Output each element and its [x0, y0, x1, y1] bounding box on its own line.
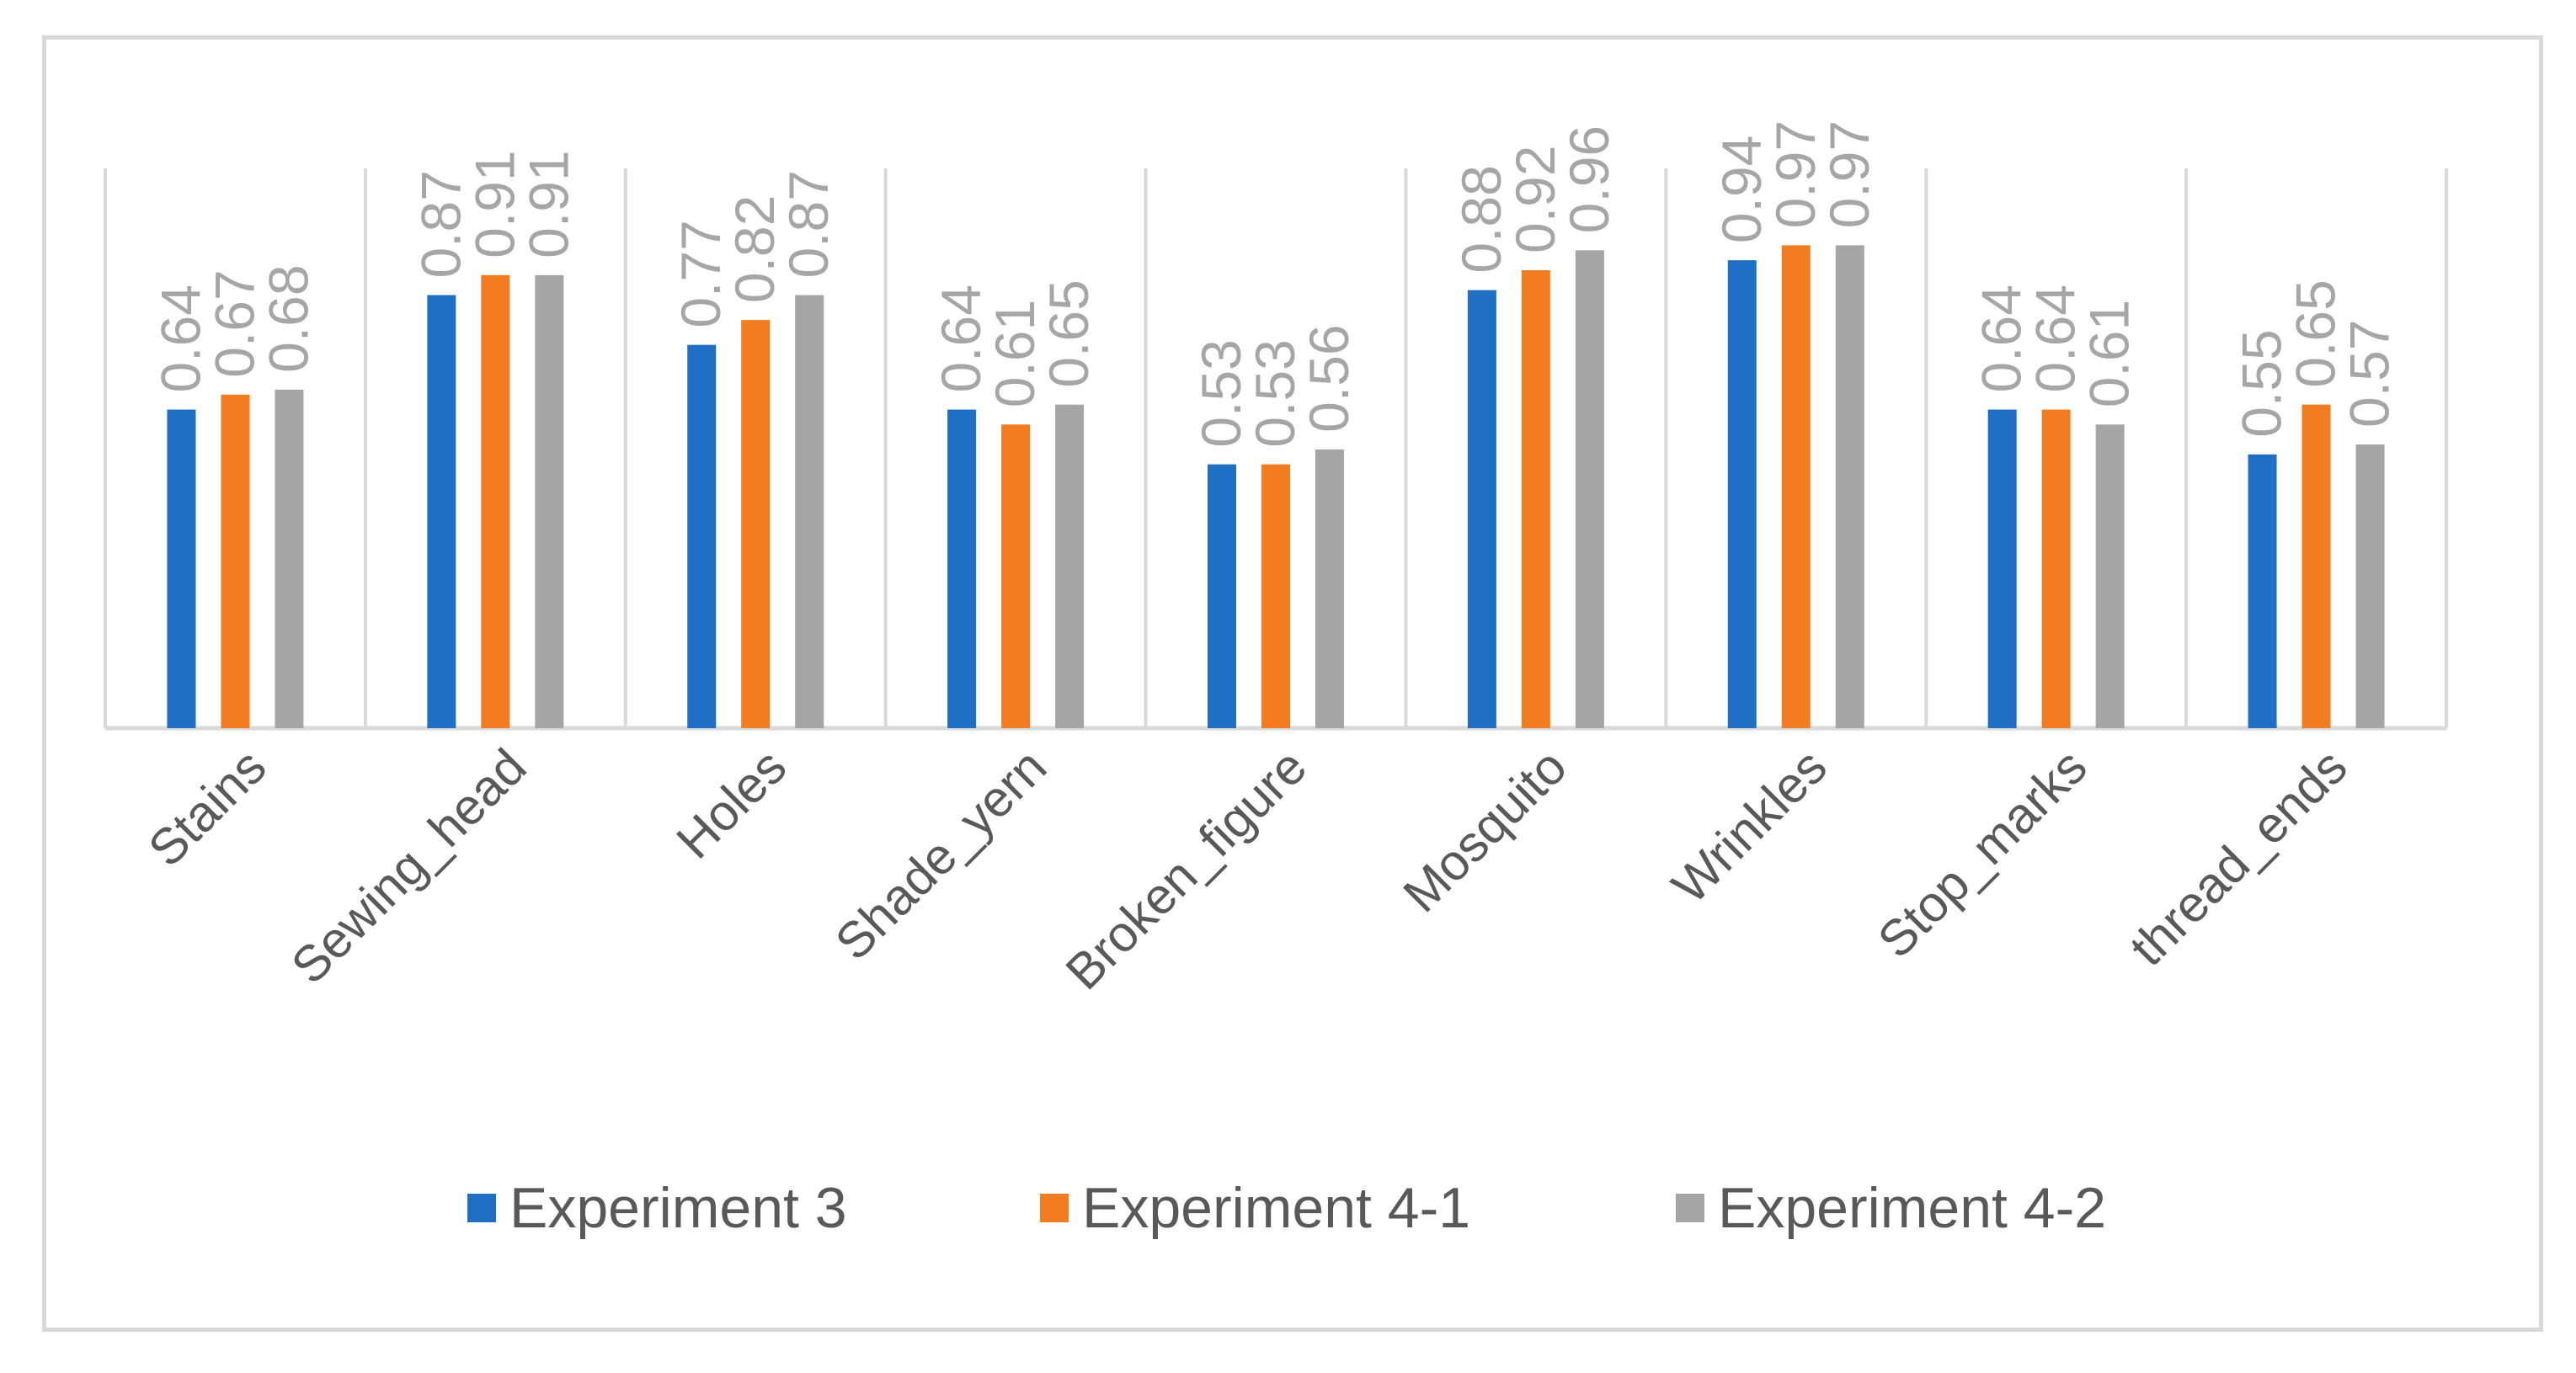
category-label: Shade_yern [824, 738, 1057, 971]
bar-Stains-Experiment-3 [167, 409, 196, 728]
bar-Broken_figure-Experiment-4-1 [1261, 464, 1290, 728]
bar-Holes-Experiment-4-2 [795, 295, 824, 729]
bar-Sewing_head-Experiment-3 [427, 295, 456, 729]
data-label: 0.77 [669, 220, 732, 327]
bar-Holes-Experiment-3 [687, 344, 717, 728]
data-label: 0.91 [517, 150, 579, 258]
legend-label: Experiment 4-1 [1082, 1176, 1470, 1240]
data-label: 0.67 [203, 269, 265, 377]
bar-Wrinkles-Experiment-3 [1727, 260, 1757, 728]
data-label: 0.61 [984, 300, 1046, 407]
data-label: 0.53 [1190, 339, 1252, 447]
data-label: 0.68 [257, 264, 319, 372]
data-label: 0.92 [1504, 145, 1566, 253]
data-label: 0.53 [1244, 339, 1306, 447]
category-label: Stains [137, 738, 276, 877]
category-label: Sewing_head [280, 738, 537, 995]
data-label: 0.61 [2078, 300, 2141, 407]
category-label: Stop_marks [1867, 738, 2098, 969]
data-label: 0.64 [149, 285, 211, 392]
category-label: Broken_figure [1055, 738, 1318, 1001]
bar-Stop_marks-Experiment-3 [1987, 409, 2017, 728]
data-label: 0.65 [2285, 279, 2347, 387]
bar-Sewing_head-Experiment-4-1 [481, 274, 510, 729]
bar-Wrinkles-Experiment-4-2 [1835, 245, 1864, 728]
chart-frame [42, 35, 2543, 1332]
data-label: 0.55 [2231, 329, 2293, 437]
bar-Sewing_head-Experiment-4-2 [535, 274, 564, 729]
data-label: 0.94 [1710, 136, 1773, 243]
category-label: Mosquito [1393, 738, 1578, 923]
bar-Mosquito-Experiment-4-1 [1521, 269, 1550, 728]
legend-label: Experiment 4-2 [1718, 1176, 2106, 1240]
data-label: 0.87 [777, 170, 840, 278]
data-label: 0.97 [1764, 120, 1827, 228]
data-label: 0.97 [1818, 120, 1880, 228]
bar-Stop_marks-Experiment-4-1 [2041, 409, 2071, 728]
data-label: 0.57 [2339, 319, 2401, 427]
bar-Mosquito-Experiment-3 [1467, 290, 1496, 728]
bar-Broken_figure-Experiment-3 [1208, 464, 1236, 728]
bar-Mosquito-Experiment-4-2 [1575, 250, 1604, 728]
legend-label: Experiment 3 [509, 1176, 847, 1240]
bar-Stains-Experiment-4-1 [221, 394, 250, 728]
data-label: 0.64 [1971, 285, 2033, 392]
category-label: Wrinkles [1661, 738, 1837, 914]
data-label: 0.87 [409, 170, 472, 278]
data-label: 0.91 [463, 150, 525, 258]
bar-Holes-Experiment-4-1 [741, 320, 771, 728]
bar-Shade_yern-Experiment-3 [947, 409, 977, 728]
legend-swatch [1676, 1194, 1704, 1222]
data-label: 0.56 [1298, 324, 1360, 432]
bar-Shade_yern-Experiment-4-2 [1055, 404, 1085, 728]
data-label: 0.64 [2024, 285, 2087, 392]
bar-Stains-Experiment-4-2 [275, 389, 304, 728]
bar-Broken_figure-Experiment-4-2 [1315, 449, 1344, 728]
bar-thread_ends-Experiment-4-1 [2301, 404, 2331, 728]
bar-Shade_yern-Experiment-4-1 [1001, 424, 1031, 728]
data-label: 0.64 [930, 285, 992, 392]
data-label: 0.96 [1558, 125, 1620, 233]
bar-thread_ends-Experiment-4-2 [2355, 444, 2385, 728]
legend-swatch [467, 1194, 496, 1222]
category-label: thread_ends [2119, 738, 2357, 977]
legend-swatch [1040, 1194, 1069, 1222]
data-label: 0.65 [1037, 279, 1100, 387]
bar-thread_ends-Experiment-3 [2248, 454, 2277, 728]
bar-Wrinkles-Experiment-4-1 [1781, 245, 1811, 728]
data-label: 0.88 [1450, 165, 1512, 273]
data-label: 0.82 [723, 195, 786, 303]
bar-Stop_marks-Experiment-4-2 [2095, 424, 2125, 728]
category-label: Holes [666, 738, 797, 870]
